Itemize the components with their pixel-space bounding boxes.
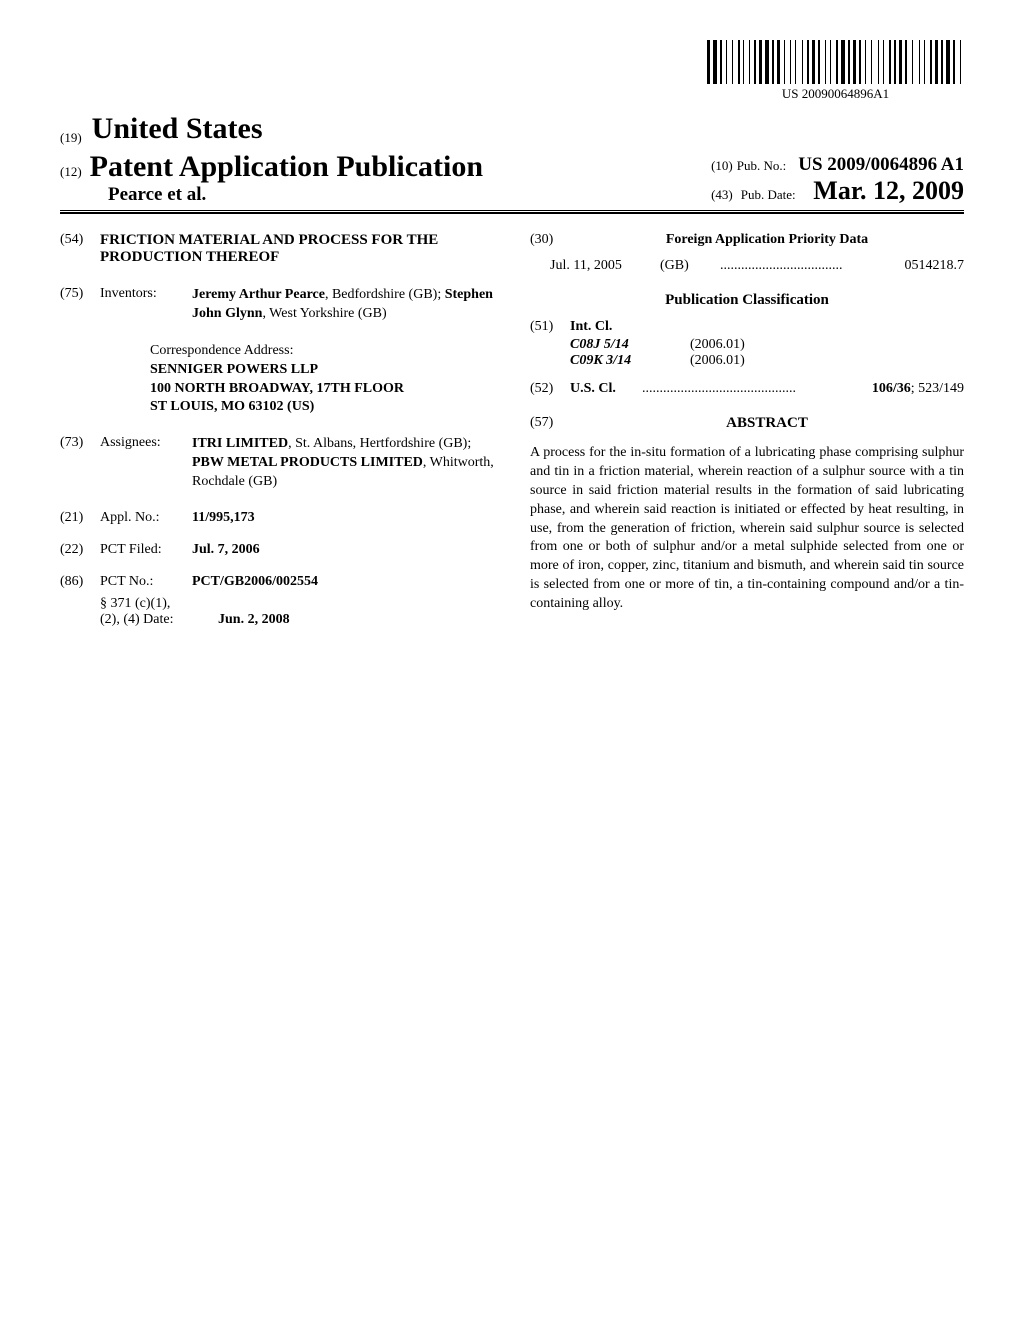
code-75: (75) — [60, 286, 100, 324]
assignee-1-name: ITRI LIMITED — [192, 436, 288, 451]
abstract-heading: ABSTRACT — [570, 415, 964, 432]
p371-line2-value: Jun. 2, 2008 — [218, 612, 290, 628]
right-column: (30) Foreign Application Priority Data J… — [530, 232, 964, 628]
foreign-priority-heading: Foreign Application Priority Data — [570, 232, 964, 248]
uscl-secondary: ; 523/149 — [911, 381, 964, 396]
foreign-priority-row: Jul. 11, 2005 (GB) .....................… — [530, 258, 964, 274]
correspondence-label: Correspondence Address: — [150, 342, 494, 361]
pubdate-value: Mar. 12, 2009 — [813, 176, 964, 206]
p371-line1: § 371 (c)(1), — [100, 596, 494, 612]
barcode-text: US 20090064896A1 — [707, 86, 964, 102]
publication-row: (12) Patent Application Publication Pear… — [60, 150, 964, 206]
assignee-2-name: PBW METAL PRODUCTS LIMITED — [192, 455, 423, 470]
priority-number: 0514218.7 — [905, 258, 965, 274]
code-54: (54) — [60, 232, 100, 266]
ipc-line: C08J 5/14(2006.01) — [570, 337, 964, 353]
correspondence-line3: ST LOUIS, MO 63102 (US) — [150, 398, 494, 417]
pctfiled-value: Jul. 7, 2006 — [192, 542, 494, 558]
invention-title: FRICTION MATERIAL AND PROCESS FOR THE PR… — [100, 232, 494, 266]
inventors-row: (75) Inventors: Jeremy Arthur Pearce, Be… — [60, 286, 494, 324]
pubdate-label: Pub. Date: — [741, 187, 796, 203]
ipc-list: C08J 5/14(2006.01)C09K 3/14(2006.01) — [530, 337, 964, 369]
inventor-2-loc: , West Yorkshire (GB) — [262, 306, 386, 321]
priority-date: Jul. 11, 2005 — [550, 258, 660, 274]
code-30: (30) — [530, 232, 570, 248]
abstract-heading-row: (57) ABSTRACT — [530, 415, 964, 432]
uscl-primary: 106/36 — [872, 381, 911, 396]
p371-line2-label: (2), (4) Date: — [100, 612, 218, 628]
code-10: (10) — [711, 158, 733, 173]
correspondence-block: Correspondence Address: SENNIGER POWERS … — [150, 342, 494, 418]
inventor-1-loc: , Bedfordshire (GB); — [325, 287, 445, 302]
intcl-label: Int. Cl. — [570, 319, 612, 335]
uscl-dots: ........................................… — [642, 381, 872, 397]
correspondence-line2: 100 NORTH BROADWAY, 17TH FLOOR — [150, 380, 494, 399]
ipc-version: (2006.01) — [690, 337, 745, 353]
code-43: (43) — [711, 187, 733, 203]
pubno-value: US 2009/0064896 A1 — [798, 154, 964, 175]
priority-dots: ................................... — [720, 258, 905, 274]
pub-classification-heading: Publication Classification — [530, 292, 964, 309]
abstract-text: A process for the in-situ formation of a… — [530, 444, 964, 614]
inventors-value: Jeremy Arthur Pearce, Bedfordshire (GB);… — [192, 286, 494, 324]
ipc-class: C08J 5/14 — [570, 337, 690, 353]
code-73: (73) — [60, 435, 100, 492]
code-19: (19) — [60, 130, 82, 146]
code-51: (51) — [530, 319, 570, 335]
correspondence-line1: SENNIGER POWERS LLP — [150, 361, 494, 380]
pctfiled-label: PCT Filed: — [100, 542, 192, 558]
pubno-label: Pub. No.: — [737, 158, 786, 173]
pub-right: (10) Pub. No.: US 2009/0064896 A1 (43) P… — [711, 154, 964, 206]
inventors-label: Inventors: — [100, 286, 192, 324]
code-52: (52) — [530, 381, 570, 397]
code-21: (21) — [60, 510, 100, 526]
invention-title-row: (54) FRICTION MATERIAL AND PROCESS FOR T… — [60, 232, 494, 266]
uscl-row: (52) U.S. Cl. ..........................… — [530, 381, 964, 397]
pctfiled-row: (22) PCT Filed: Jul. 7, 2006 — [60, 542, 494, 558]
code-57: (57) — [530, 415, 570, 432]
priority-country: (GB) — [660, 258, 720, 274]
applno-value: 11/995,173 — [192, 510, 494, 526]
ipc-line: C09K 3/14(2006.01) — [570, 353, 964, 369]
pctno-value: PCT/GB2006/002554 — [192, 574, 494, 590]
code-86: (86) — [60, 574, 100, 590]
intcl-row: (51) Int. Cl. — [530, 319, 964, 335]
uscl-label: U.S. Cl. — [570, 381, 642, 397]
assignee-1-loc: , St. Albans, Hertfordshire (GB); — [288, 436, 471, 451]
office-block: (19) United States — [60, 112, 964, 146]
office-name: United States — [92, 112, 263, 146]
foreign-priority-heading-row: (30) Foreign Application Priority Data — [530, 232, 964, 248]
applno-row: (21) Appl. No.: 11/995,173 — [60, 510, 494, 526]
authors-etal: Pearce et al. — [108, 184, 483, 206]
pctno-row: (86) PCT No.: PCT/GB2006/002554 — [60, 574, 494, 590]
left-column: (54) FRICTION MATERIAL AND PROCESS FOR T… — [60, 232, 494, 628]
divider-thin — [60, 210, 964, 211]
code-12: (12) — [60, 164, 82, 180]
code-22: (22) — [60, 542, 100, 558]
ipc-version: (2006.01) — [690, 353, 745, 369]
barcode-block: US 20090064896A1 — [707, 40, 964, 102]
assignees-label: Assignees: — [100, 435, 192, 492]
applno-label: Appl. No.: — [100, 510, 192, 526]
publication-type: Patent Application Publication — [90, 150, 483, 184]
inventor-1-name: Jeremy Arthur Pearce — [192, 287, 325, 302]
assignees-row: (73) Assignees: ITRI LIMITED, St. Albans… — [60, 435, 494, 492]
p371-block: § 371 (c)(1), (2), (4) Date: Jun. 2, 200… — [100, 596, 494, 628]
pctno-label: PCT No.: — [100, 574, 192, 590]
ipc-class: C09K 3/14 — [570, 353, 690, 369]
assignees-value: ITRI LIMITED, St. Albans, Hertfordshire … — [192, 435, 494, 492]
divider-thick — [60, 212, 964, 214]
barcode — [707, 40, 964, 84]
barcode-header: US 20090064896A1 — [60, 40, 964, 102]
two-column-body: (54) FRICTION MATERIAL AND PROCESS FOR T… — [60, 232, 964, 628]
pub-left: (12) Patent Application Publication Pear… — [60, 150, 483, 206]
